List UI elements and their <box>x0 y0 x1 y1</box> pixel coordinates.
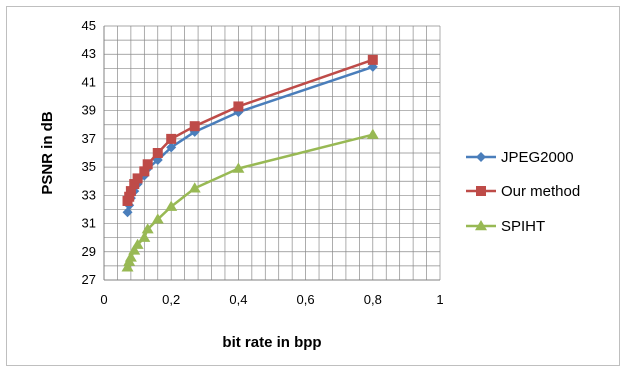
y-tick-label: 43 <box>82 46 96 61</box>
legend-label-spiht: SPIHT <box>501 218 545 235</box>
legend-marker-spiht <box>475 220 487 231</box>
data-point-our-method <box>189 121 200 132</box>
legend-marker-jpeg2000 <box>476 152 486 162</box>
data-point-our-method <box>166 133 177 144</box>
legend-entry-spiht: SPIHT <box>466 218 545 235</box>
legend-entry-jpeg2000: JPEG2000 <box>466 149 574 166</box>
chart-frame <box>6 6 620 366</box>
series-line-jpeg2000 <box>126 65 374 213</box>
data-point-our-method <box>367 54 378 65</box>
series-line-our-method <box>126 58 374 202</box>
legend-label-our-method: Our method <box>501 183 580 200</box>
y-tick-label: 45 <box>82 18 96 33</box>
series-spiht <box>121 128 379 272</box>
data-point-jpeg2000 <box>189 126 200 137</box>
y-tick-label: 37 <box>82 131 96 146</box>
data-point-our-method <box>142 159 153 170</box>
data-point-spiht <box>131 238 144 249</box>
legend-entry-our-method: Our method <box>466 183 580 200</box>
data-point-our-method <box>139 166 150 177</box>
x-tick-label: 1 <box>436 292 443 307</box>
data-point-our-method <box>129 179 140 190</box>
data-point-spiht <box>188 182 201 193</box>
data-point-our-method <box>152 148 163 158</box>
y-tick-label: 27 <box>82 272 96 287</box>
y-tick-label: 31 <box>82 216 96 231</box>
y-tick-label: 41 <box>82 74 96 89</box>
x-tick-label: 0,8 <box>364 292 382 307</box>
x-tick-label: 0 <box>100 292 107 307</box>
y-tick-label: 39 <box>82 103 96 118</box>
y-axis-title: PSNR in dB <box>39 111 56 195</box>
legend: JPEG2000 Our method SPIHT <box>466 149 580 235</box>
data-point-jpeg2000 <box>166 142 177 153</box>
data-point-jpeg2000 <box>122 207 133 218</box>
y-tick-label: 33 <box>82 187 96 202</box>
data-point-spiht <box>151 213 164 224</box>
x-tick-label: 0,4 <box>229 292 247 307</box>
data-point-spiht <box>165 200 178 211</box>
data-point-our-method <box>233 101 244 112</box>
series <box>121 54 379 272</box>
legend-label-jpeg2000: JPEG2000 <box>501 149 574 166</box>
x-tick-label: 0,2 <box>162 292 180 307</box>
series-our-method <box>122 54 378 206</box>
y-tick-label: 35 <box>82 159 96 174</box>
data-point-our-method <box>125 186 136 197</box>
data-point-our-method <box>124 191 135 202</box>
legend-marker-our-method <box>476 186 486 196</box>
data-point-spiht <box>366 128 379 139</box>
y-tick-label: 29 <box>82 244 96 259</box>
series-jpeg2000 <box>122 61 378 218</box>
data-point-spiht <box>128 244 141 255</box>
axes: 0 0,2 0,4 0,6 0,8 1 27 29 31 33 35 37 39 41 43 45 <box>82 18 444 307</box>
data-point-our-method <box>132 173 143 184</box>
data-point-spiht <box>232 162 245 173</box>
data-point-spiht <box>121 261 134 272</box>
data-point-spiht <box>138 231 151 242</box>
data-point-spiht <box>141 223 154 234</box>
x-axis-title: bit rate in bpp <box>222 334 321 351</box>
x-tick-label: 0,6 <box>297 292 315 307</box>
data-point-spiht <box>124 251 137 262</box>
